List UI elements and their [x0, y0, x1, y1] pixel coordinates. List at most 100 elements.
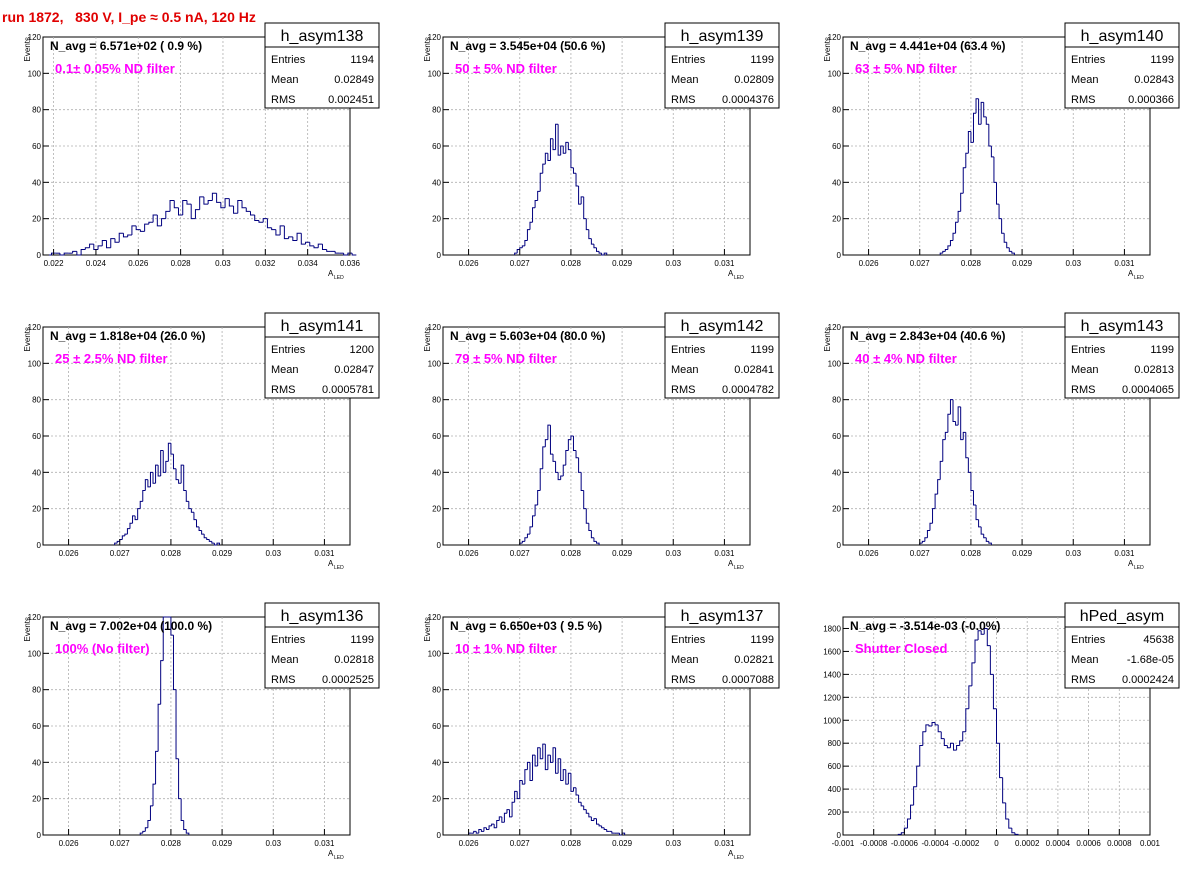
histogram-bin	[922, 731, 926, 746]
x-tick-label: 0.029	[612, 549, 633, 558]
histogram-bin	[940, 731, 945, 740]
y-tick-label: 120	[28, 613, 42, 622]
x-tick-label: 0.029	[612, 839, 633, 848]
histogram-bin	[583, 490, 587, 510]
histogram-bin	[988, 541, 992, 545]
y-tick-label: 0	[837, 831, 842, 840]
stats-value: 0.02813	[1134, 364, 1174, 376]
histogram-bin	[955, 221, 959, 234]
x-tick-label: 0.029	[212, 839, 233, 848]
histogram-bin	[1008, 818, 1012, 829]
histogram-bin	[992, 674, 997, 710]
histogram-bin	[142, 490, 146, 502]
stats-label: RMS	[271, 94, 295, 106]
histogram-bin	[72, 250, 77, 254]
histogram-bin	[959, 740, 963, 746]
histogram-bin	[572, 436, 577, 452]
histogram-bin	[978, 98, 982, 125]
histogram-panel: 0.026 0.027 0.028 0.029 0.03 0.031 0 20 40 60 80 10…	[823, 312, 1180, 571]
stats-value: 1199	[350, 634, 374, 646]
histogram-bin	[526, 761, 530, 770]
histogram-bin	[603, 252, 608, 255]
histogram-bin	[178, 207, 183, 216]
x-axis-title-subscript: LED	[334, 565, 344, 571]
filter-label: 63 ± 5% ND filter	[855, 61, 957, 76]
y-tick-label: 100	[428, 359, 442, 368]
histogram-bin	[134, 515, 138, 521]
x-tick-label: 0.03	[1065, 259, 1081, 268]
histogram-bin	[63, 252, 69, 255]
histogram-bin	[542, 163, 546, 174]
histogram-bin	[511, 801, 515, 817]
stats-label: Entries	[1071, 344, 1106, 356]
histogram-bin	[121, 535, 125, 540]
histogram-bin	[186, 200, 192, 205]
x-tick-label: 0.022	[44, 259, 65, 268]
histogram-bin	[619, 833, 623, 836]
histogram-bin	[149, 805, 154, 821]
y-tick-label: 80	[32, 106, 41, 115]
x-tick-label: 0.028	[961, 549, 982, 558]
histogram-bin	[491, 823, 495, 826]
x-axis-title-subscript: LED	[1134, 565, 1144, 571]
x-tick-label: 0.03	[215, 259, 231, 268]
histogram-bin	[183, 465, 187, 491]
histogram-bin	[590, 816, 594, 821]
stats-label: RMS	[1071, 674, 1095, 686]
histogram-bin	[942, 439, 946, 462]
histogram-bin	[199, 196, 204, 210]
histogram-name: h_asym139	[681, 28, 764, 45]
x-tick-label: 0.031	[1114, 549, 1135, 558]
histogram-bin	[178, 758, 182, 800]
histogram-bin	[254, 215, 259, 221]
histogram-bin	[986, 628, 991, 647]
histogram-bin	[970, 472, 974, 491]
histogram-bin	[606, 829, 610, 832]
histogram-bin	[598, 251, 602, 254]
y-axis-title: Events	[823, 327, 832, 351]
histogram-bin	[519, 780, 523, 799]
histogram-bin	[211, 192, 217, 201]
histogram-bin	[173, 200, 179, 209]
x-tick-label: 0.031	[1114, 259, 1135, 268]
histogram-bin	[188, 501, 192, 510]
histogram-bin	[960, 192, 964, 212]
histogram-bin	[124, 533, 128, 536]
histogram-bin	[139, 832, 143, 835]
histogram-bin	[157, 703, 161, 752]
histogram-bin	[906, 818, 911, 829]
histogram-bin	[955, 421, 959, 426]
histogram-bin	[601, 825, 605, 829]
stats-box	[264, 312, 380, 399]
histogram-bin	[165, 210, 171, 219]
x-tick-label: 0.0002	[1015, 839, 1040, 848]
stats-value: 0.02849	[334, 74, 374, 86]
y-tick-label: 60	[432, 432, 441, 441]
histogram-bin	[552, 454, 556, 462]
histogram-bin	[580, 472, 584, 491]
histogram-bin	[147, 479, 151, 488]
histogram-bin	[475, 831, 479, 834]
y-tick-label: 1000	[823, 716, 841, 725]
histogram-bin	[147, 819, 151, 828]
histogram-bin	[557, 758, 561, 774]
histogram-panel: 0.026 0.027 0.028 0.029 0.03 0.031 0 20 40 60 80 10…	[823, 22, 1180, 281]
histogram-bin	[519, 247, 523, 250]
y-axis-title: Events	[23, 327, 32, 351]
histogram-bin	[473, 830, 477, 834]
histogram-bin	[965, 432, 969, 459]
stats-label: Mean	[1071, 364, 1099, 376]
histogram-bin	[271, 227, 276, 231]
histogram-bin	[975, 505, 979, 521]
histogram-bin	[516, 791, 520, 800]
y-tick-label: 1600	[823, 647, 841, 656]
y-tick-label: 40	[832, 178, 841, 187]
y-tick-label: 80	[32, 396, 41, 405]
histogram-bin	[194, 209, 200, 219]
stats-value: 0.0002424	[1122, 674, 1174, 686]
x-axis-title: A	[1128, 269, 1134, 278]
x-tick-label: 0.026	[59, 839, 80, 848]
histogram-bin	[585, 809, 589, 814]
y-tick-label: 120	[28, 323, 42, 332]
